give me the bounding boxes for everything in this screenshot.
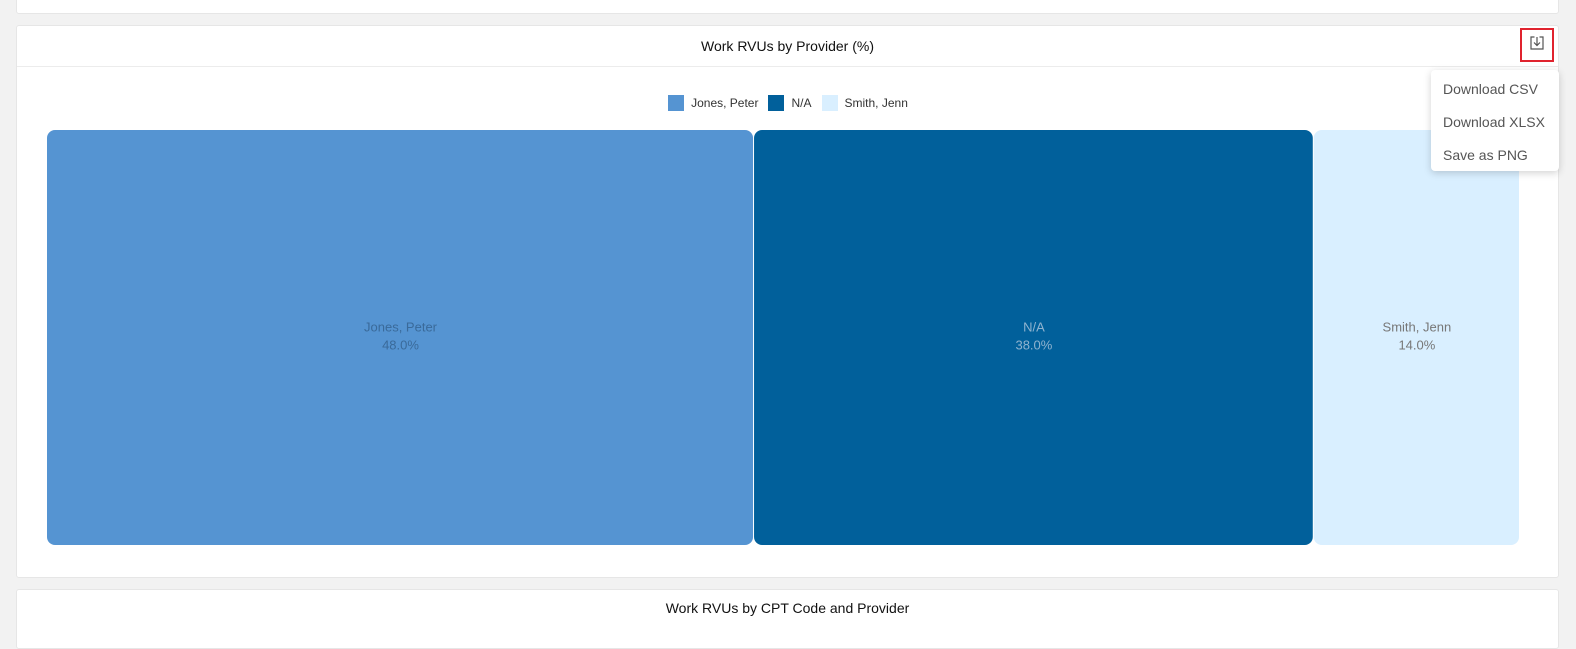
treemap-tile[interactable]: Smith, Jenn 14.0% — [1313, 130, 1519, 545]
download-button[interactable] — [1520, 28, 1554, 62]
panel-title: Work RVUs by Provider (%) — [701, 38, 874, 54]
treemap-tile[interactable]: Jones, Peter 48.0% — [47, 130, 754, 545]
legend-swatch — [668, 95, 685, 111]
tile-name-label: Jones, Peter — [364, 320, 438, 335]
tile-value-label: 38.0% — [1015, 338, 1052, 353]
cpt-panel-title: Work RVUs by CPT Code and Provider — [665, 600, 910, 616]
cpt-provider-panel: Work RVUs by CPT Code and Provider — [16, 589, 1559, 649]
treemap-tile-rect — [47, 130, 754, 545]
treemap-tile[interactable]: N/A 38.0% — [754, 130, 1313, 545]
legend-swatch — [768, 95, 785, 111]
treemap-tile-rect — [754, 130, 1313, 545]
tile-name-label: Smith, Jenn — [1383, 320, 1452, 335]
legend-label: N/A — [791, 96, 812, 110]
legend-label: Smith, Jenn — [844, 96, 908, 110]
chart-legend: Jones, Peter N/A Smith, Jenn — [0, 94, 1576, 112]
download-csv-option[interactable]: Download CSV — [1443, 81, 1538, 97]
legend-item[interactable]: N/A — [768, 95, 812, 111]
tile-value-label: 48.0% — [382, 338, 419, 353]
download-menu: Download CSV Download XLSX Save as PNG — [1431, 70, 1559, 171]
legend-swatch — [821, 95, 838, 111]
legend-item[interactable]: Jones, Peter — [668, 95, 758, 111]
treemap-tile-rect — [1313, 130, 1519, 545]
download-xlsx-option[interactable]: Download XLSX — [1443, 114, 1545, 130]
download-tray-icon — [1529, 35, 1545, 56]
treemap-chart: Jones, Peter 48.0% N/A 38.0% Smith, Jenn 14.0… — [47, 130, 1519, 545]
legend-item[interactable]: Smith, Jenn — [821, 95, 908, 111]
save-png-option[interactable]: Save as PNG — [1443, 147, 1528, 163]
provider-panel-header: Work RVUs by Provider (%) — [17, 26, 1558, 67]
legend-label: Jones, Peter — [691, 96, 759, 110]
previous-panel — [16, 0, 1559, 14]
tile-name-label: N/A — [1023, 320, 1045, 335]
tile-value-label: 14.0% — [1398, 338, 1435, 353]
